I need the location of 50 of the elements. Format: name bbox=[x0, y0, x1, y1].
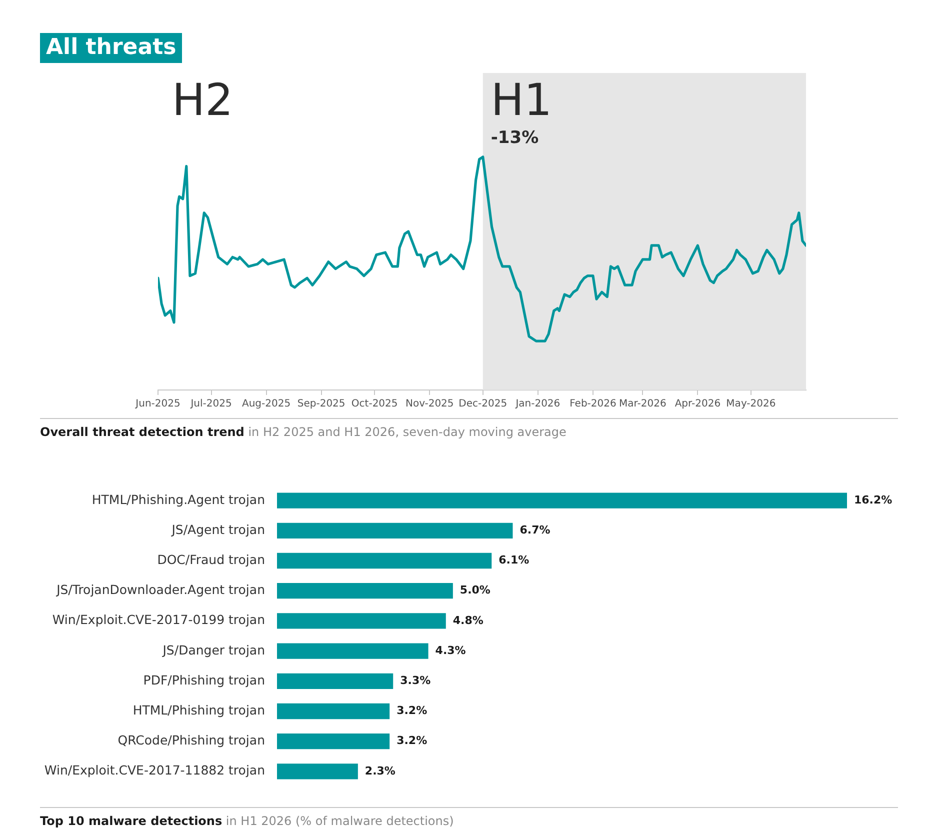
data-label: 3.3% bbox=[400, 674, 431, 688]
bar bbox=[277, 643, 428, 659]
bar bbox=[277, 764, 358, 780]
y-tick-label: Win/Exploit.CVE-2017-11882 trojan bbox=[44, 762, 265, 778]
bar bbox=[277, 522, 513, 538]
text: in H2 2025 and H1 2026, seven-day moving average bbox=[247, 425, 566, 439]
x-tick-label: Feb-2026 bbox=[570, 398, 616, 410]
data-label: 2.3% bbox=[364, 764, 396, 778]
data-label: 4.8% bbox=[452, 614, 484, 627]
data-label: 6.1% bbox=[498, 554, 530, 567]
x-tick-label: Apr-2026 bbox=[674, 398, 721, 410]
data-label: 3.2% bbox=[396, 734, 428, 748]
bar bbox=[277, 492, 847, 508]
text: All threats bbox=[40, 33, 182, 63]
text: -13% bbox=[490, 128, 539, 148]
text: Overall threat detection trend bbox=[40, 425, 244, 439]
x-tick-label: Aug-2025 bbox=[242, 398, 291, 410]
bar bbox=[277, 703, 390, 720]
y-tick-label: HTML/Phishing.Agent trojan bbox=[92, 492, 265, 507]
data-label: 5.0% bbox=[460, 584, 490, 597]
y-tick-label: JS/TrojanDownloader.Agent trojan bbox=[56, 582, 265, 598]
x-tick-label: Dec-2025 bbox=[458, 398, 508, 410]
y-tick-label: DOC/Fraud trojan bbox=[157, 552, 265, 567]
data-label: 3.2% bbox=[396, 704, 428, 718]
y-tick-label: HTML/Phishing trojan bbox=[132, 702, 265, 718]
bar bbox=[277, 583, 453, 599]
text: in H1 2026 (% of malware detections) bbox=[224, 814, 454, 828]
y-tick-label: PDF/Phishing trojan bbox=[143, 672, 265, 688]
x-tick-label: Nov-2025 bbox=[405, 398, 454, 410]
y-tick-label: Win/Exploit.CVE-2017-0199 trojan bbox=[52, 612, 265, 628]
text: Top 10 malware detections bbox=[40, 814, 222, 828]
x-tick-label: Mar-2026 bbox=[619, 398, 666, 410]
x-tick-label: May-2026 bbox=[726, 398, 776, 410]
y-tick-label: JS/Danger trojan bbox=[162, 642, 265, 658]
x-tick-label: Sep-2025 bbox=[297, 398, 346, 410]
data-label: 4.3% bbox=[435, 644, 466, 657]
y-tick-label: JS/Agent trojan bbox=[170, 522, 265, 537]
text: H2 bbox=[172, 75, 234, 127]
data-label: 16.2% bbox=[854, 493, 892, 506]
data-label: 6.7% bbox=[520, 524, 550, 537]
bar bbox=[277, 734, 390, 750]
x-tick-label: Oct-2025 bbox=[351, 398, 398, 410]
x-tick-label: Jan-2026 bbox=[514, 398, 560, 410]
x-tick-label: Jun-2025 bbox=[134, 398, 180, 410]
bar bbox=[277, 613, 446, 629]
band-label: H1 bbox=[490, 75, 552, 127]
x-tick-label: Jul-2025 bbox=[190, 398, 232, 410]
y-tick-label: QRCode/Phishing trojan bbox=[118, 732, 265, 748]
bar bbox=[277, 673, 394, 689]
bar bbox=[277, 552, 492, 569]
